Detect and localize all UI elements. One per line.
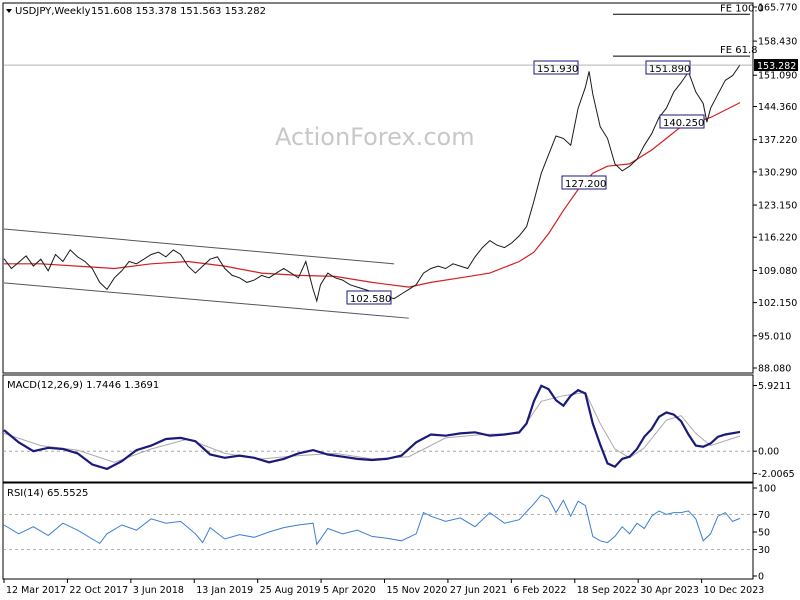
price-axis-tick-label: 137.220 (758, 135, 797, 146)
time-tick-label: 27 Jun 2021 (450, 585, 507, 596)
macd-axis-tick-label: -2.0065 (758, 469, 795, 480)
time-tick-label: 30 Apr 2023 (640, 585, 699, 596)
time-tick-label: 10 Dec 2023 (704, 585, 765, 596)
price-annotation: 127.200 (561, 175, 607, 190)
ohlc-values: 151.608 153.378 151.563 153.282 (91, 6, 266, 17)
rsi-axis-tick-label: 100 (758, 484, 776, 495)
price-axis-tick-label: 144.360 (758, 102, 797, 113)
annotation-box (346, 290, 392, 305)
price-axis-tick-label: 123.150 (758, 201, 797, 212)
annotation-box (561, 175, 607, 190)
price-axis-tick-label: 158.430 (758, 37, 797, 48)
price-axis-tick-label: 130.290 (758, 167, 797, 178)
time-tick-label: 25 Aug 2019 (260, 585, 321, 596)
fib-level-label: FE 100.0 (720, 3, 764, 14)
symbol-title: USDJPY,Weekly (15, 6, 91, 17)
annotation-box (533, 60, 579, 75)
annotation-text: 102.580 (350, 294, 391, 305)
time-tick-label: 5 Apr 2020 (323, 585, 376, 596)
watermark: ActionForex.com (275, 123, 475, 151)
time-tick-label: 3 Jun 2018 (133, 585, 184, 596)
price-annotation: 151.930 (533, 60, 579, 75)
time-tick-label: 18 Sep 2022 (577, 585, 637, 596)
macd-axis-tick-label: 5.9211 (758, 381, 791, 392)
time-tick-label: 22 Oct 2017 (69, 585, 128, 596)
last-price-label: 153.282 (757, 61, 796, 72)
price-annotation: 151.890 (645, 60, 691, 75)
price-axis-tick-label: 102.150 (758, 298, 797, 309)
price-channel (3, 228, 409, 319)
fib-level-label: FE 61.8 (720, 45, 758, 56)
price-panel-frame (2, 2, 754, 374)
dropdown-triangle-icon (6, 9, 12, 13)
rsi-axis-tick-label: 70 (758, 510, 770, 521)
rsi-axis: 100 70 50 30 0 (3, 484, 776, 583)
price-axis: 165.770 158.430 151.090 144.360 137.220 130.2… (753, 3, 797, 375)
macd-axis-tick-label: 0.00 (758, 447, 779, 458)
annotation-text: 127.200 (565, 179, 606, 190)
rsi-panel-frame (2, 482, 754, 580)
price-axis-tick-label: 151.090 (758, 71, 797, 82)
price-axis-tick-label: 109.080 (758, 266, 797, 277)
macd-signal-line (3, 391, 741, 463)
moving-average-line (4, 102, 741, 288)
rsi-line (3, 494, 741, 546)
rsi-axis-tick-label: 30 (758, 545, 770, 556)
price-axis-tick-label: 95.010 (758, 331, 791, 342)
price-annotation: 140.250 (659, 114, 705, 129)
macd-axis: 5.9211 0.00 -2.0065 (3, 381, 795, 480)
price-line (3, 64, 741, 303)
time-tick-label: 13 Jan 2019 (196, 585, 253, 596)
time-tick-label: 12 Mar 2017 (6, 585, 66, 596)
last-price-box (754, 59, 798, 72)
header: USDJPY,Weekly 151.608 153.378 151.563 15… (6, 6, 266, 17)
price-annotations: 151.930 151.890 140.250 127.200 102.580 (346, 60, 705, 305)
price-axis-tick-label: 165.770 (758, 3, 797, 14)
macd-line (3, 384, 741, 471)
fibonacci-levels: FE 100.0 FE 61.8 (613, 3, 764, 57)
time-tick-label: 15 Nov 2020 (387, 585, 448, 596)
annotation-box (645, 60, 691, 75)
channel-lower-line (3, 282, 409, 319)
price-annotation: 102.580 (346, 290, 392, 305)
annotation-text: 151.930 (537, 64, 578, 75)
price-axis-tick-label: 88.080 (758, 364, 791, 375)
annotation-text: 151.890 (649, 64, 690, 75)
price-axis-tick-label: 116.220 (758, 233, 797, 244)
annotation-box (659, 114, 705, 129)
rsi-label: RSI(14) 65.5525 (7, 488, 88, 499)
last-price-tag: 153.282 (3, 59, 798, 72)
rsi-axis-tick-label: 50 (758, 528, 770, 539)
annotation-text: 140.250 (663, 118, 704, 129)
time-tick-label: 6 Feb 2022 (513, 585, 566, 596)
time-axis: 12 Mar 2017 22 Oct 2017 3 Jun 2018 13 Jan 2… (3, 579, 765, 596)
channel-upper-line (3, 228, 395, 265)
macd-label: MACD(12,26,9) 1.7446 1.3691 (7, 380, 159, 391)
rsi-axis-tick-label: 0 (758, 572, 764, 583)
macd-panel-frame (2, 374, 754, 483)
